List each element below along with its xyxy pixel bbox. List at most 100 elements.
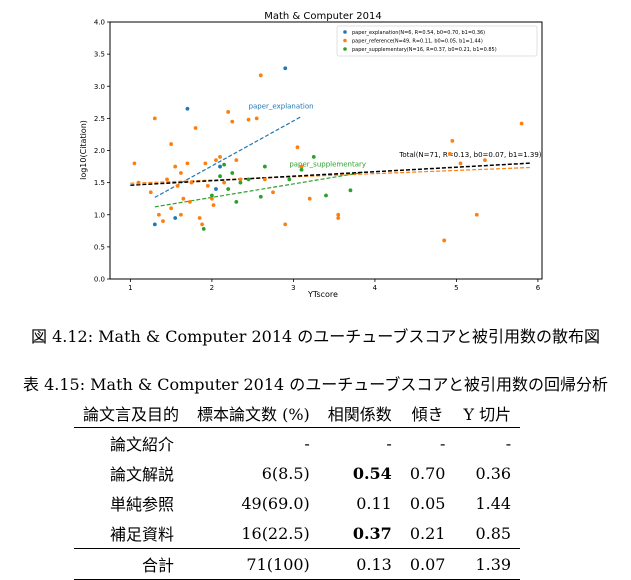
data-points (132, 66, 524, 243)
data-point (148, 190, 153, 195)
y-tick-label: 1.5 (94, 179, 105, 187)
data-point (246, 177, 251, 182)
data-point (161, 219, 165, 224)
y-tick-label: 0.5 (94, 243, 105, 251)
figure-caption: 図 4.12: Math & Computer 2014 のユーチューブスコアと… (30, 327, 600, 346)
fit-line-label: Total(N=71, R=0.13, b0=0.07, b1=1.39) (398, 151, 541, 159)
data-point (169, 206, 174, 211)
data-point (152, 116, 157, 121)
axes: 1 2 3 4 5 6 0.0 0.5 1.0 1.5 2.0 2.5 3.0 3.5 4.0 (94, 19, 541, 293)
total-label: 合計 (74, 548, 189, 580)
data-point (197, 216, 202, 220)
data-point (254, 116, 259, 121)
x-tick-label: 3 (291, 284, 295, 292)
data-point (185, 106, 190, 111)
data-point (287, 177, 292, 182)
legend-marker-explanation (343, 30, 347, 34)
regression-table: 論文言及目的 標本論文数 (%) 相関係数 傾き Y 切片 論文紹介 - - -… (74, 398, 521, 580)
data-point (258, 194, 263, 199)
row-label: 補足資料 (110, 525, 175, 544)
data-point (152, 222, 157, 227)
y-tick-label: 1.0 (94, 211, 105, 219)
y-tick-label: 4.0 (94, 19, 105, 27)
header-purpose: 論文言及目的 (74, 398, 189, 428)
row-correlation: 0.37 (352, 523, 392, 543)
data-point (262, 164, 267, 169)
data-point (519, 121, 524, 126)
y-tick-label: 2.0 (94, 147, 105, 155)
data-point (348, 188, 353, 193)
chart-title: Math & Computer 2014 (264, 11, 382, 22)
data-point (205, 183, 210, 188)
x-tick-label: 4 (373, 284, 378, 292)
header-intercept: Y 切片 (454, 398, 521, 428)
data-point (230, 119, 235, 124)
data-point (214, 187, 218, 191)
y-tick-label: 0.0 (94, 276, 105, 284)
legend-marker-reference (343, 38, 347, 43)
row-slope: 0.05 (409, 493, 446, 513)
data-point (214, 158, 218, 163)
data-point (179, 212, 183, 217)
row-intercept: 0.36 (475, 463, 512, 483)
data-point (271, 190, 275, 195)
total-intercept: 1.39 (454, 548, 521, 580)
y-axis-label: log10(Citation) (79, 120, 88, 180)
data-point (173, 216, 178, 220)
data-point (324, 193, 328, 198)
data-point (211, 203, 216, 208)
row-correlation: 0.54 (352, 463, 392, 483)
scatter-chart: Math & Computer 2014 1 2 3 4 5 6 0.0 0.5 1.0 1.5 2… (79, 11, 543, 299)
data-point (187, 200, 192, 204)
data-point (222, 162, 227, 167)
data-point (193, 126, 198, 130)
data-point (442, 238, 447, 243)
data-point (203, 161, 208, 166)
data-point (175, 183, 180, 188)
x-tick-label: 6 (536, 284, 541, 292)
table-caption: 表 4.15: Math & Computer 2014 のユーチューブスコアと… (22, 375, 608, 394)
data-point (311, 155, 316, 159)
y-tick-label: 3.0 (94, 83, 105, 91)
data-point (179, 171, 183, 175)
row-count: 6(8.5) (261, 463, 310, 483)
data-point (222, 180, 227, 185)
data-point (136, 180, 141, 185)
fit-line (154, 171, 363, 208)
data-point (234, 158, 239, 163)
row-slope: 0.70 (409, 463, 446, 483)
row-count: - (304, 433, 310, 453)
fit-line-label: paper_explanation (249, 103, 314, 111)
legend-marker-supplementary (343, 47, 347, 51)
data-point (169, 142, 174, 146)
row-label: 単純参照 (110, 495, 175, 514)
data-point (447, 151, 452, 156)
fit-line (154, 115, 302, 198)
data-point (262, 177, 267, 182)
data-point (230, 171, 235, 175)
row-intercept: 1.44 (475, 493, 512, 513)
legend-label-reference: paper_reference(N=49, R=0.11, b0=0.05, b… (352, 39, 483, 45)
data-point (238, 177, 243, 182)
x-tick-label: 2 (210, 284, 214, 292)
row-count: 16(22.5) (241, 523, 310, 543)
data-point (218, 155, 222, 159)
table-row: 単純参照 49(69.0) 0.11 0.05 1.44 (74, 488, 520, 518)
fit-line-label: paper_supplementary (289, 161, 366, 169)
data-point (299, 167, 304, 172)
data-point (238, 180, 243, 185)
y-tick-label: 3.5 (94, 51, 105, 59)
row-count: 49(69.0) (241, 493, 310, 513)
table-row: 論文解説 6(8.5) 0.54 0.70 0.36 (74, 458, 520, 488)
row-correlation: - (386, 433, 392, 453)
data-point (226, 110, 231, 114)
data-point (336, 216, 341, 220)
data-point (474, 212, 479, 217)
table-row: 論文紹介 - - - - (74, 428, 520, 459)
data-point (185, 161, 190, 166)
header-slope: 傾き (400, 398, 455, 428)
total-slope: 0.07 (400, 548, 455, 580)
row-slope: 0.21 (409, 523, 446, 543)
data-point (165, 177, 169, 182)
legend-label-supplementary: paper_supplementary(N=16, R=0.37, b0=0.2… (352, 47, 497, 53)
